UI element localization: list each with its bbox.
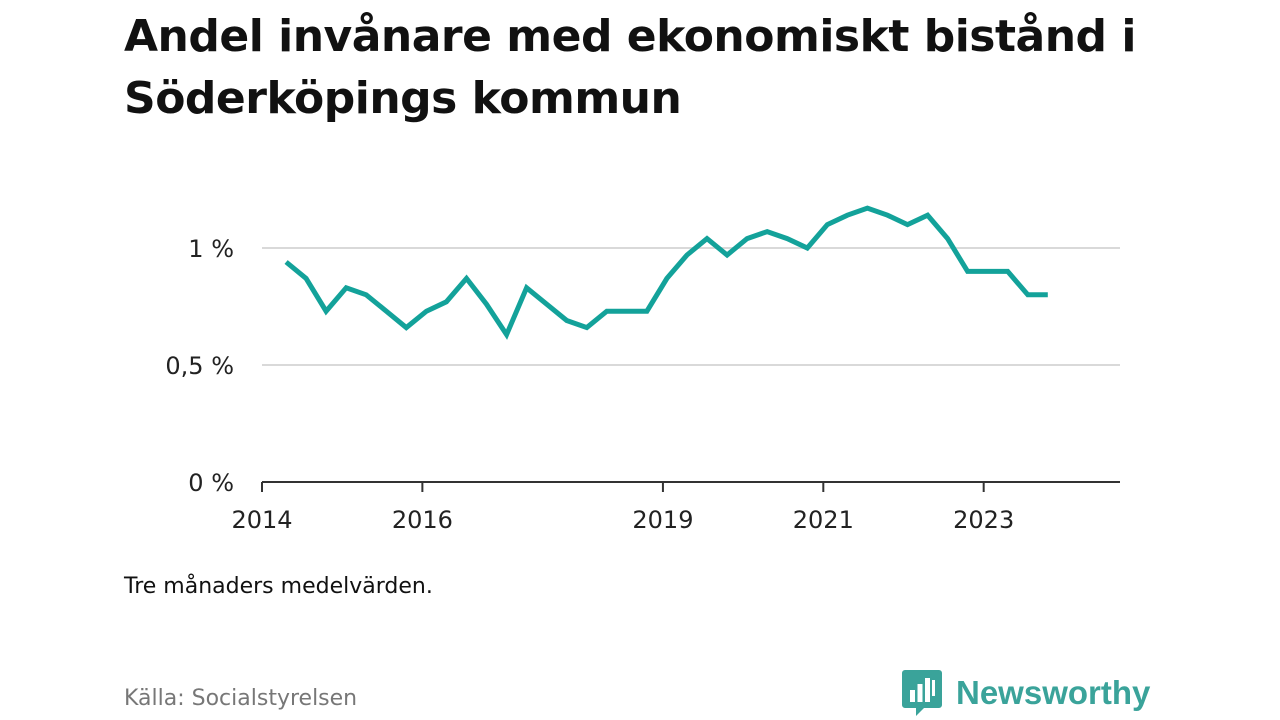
y-axis-ticks: 0 % 0,5 % 1 % <box>165 235 234 497</box>
brand-name: Newsworthy <box>956 674 1151 711</box>
y-tick-label: 0 % <box>188 469 234 497</box>
x-tick-label: 2016 <box>392 506 453 534</box>
series-line <box>284 205 1048 340</box>
chart-note: Tre månaders medelvärden. <box>124 574 433 599</box>
brand-logo[interactable]: Newsworthy <box>902 670 1150 716</box>
source-credit: Källa: Socialstyrelsen <box>124 686 358 711</box>
chart-title: Andel invånare med ekonomiskt bistånd i … <box>124 11 1136 124</box>
series-layer <box>284 205 1048 340</box>
bar-chart-speech-bubble-icon <box>902 670 942 716</box>
x-tick-label: 2019 <box>632 506 693 534</box>
x-tick-label: 2021 <box>793 506 854 534</box>
gridlines <box>262 247 1120 366</box>
x-tick-label: 2023 <box>953 506 1014 534</box>
x-axis: 2014 2016 2019 2021 2023 <box>231 481 1120 534</box>
y-tick-label: 1 % <box>188 235 234 263</box>
y-tick-label: 0,5 % <box>165 352 234 380</box>
x-tick-label: 2014 <box>231 506 292 534</box>
